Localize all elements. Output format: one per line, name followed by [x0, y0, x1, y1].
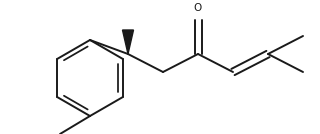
Text: O: O: [194, 3, 202, 13]
Polygon shape: [123, 30, 133, 54]
